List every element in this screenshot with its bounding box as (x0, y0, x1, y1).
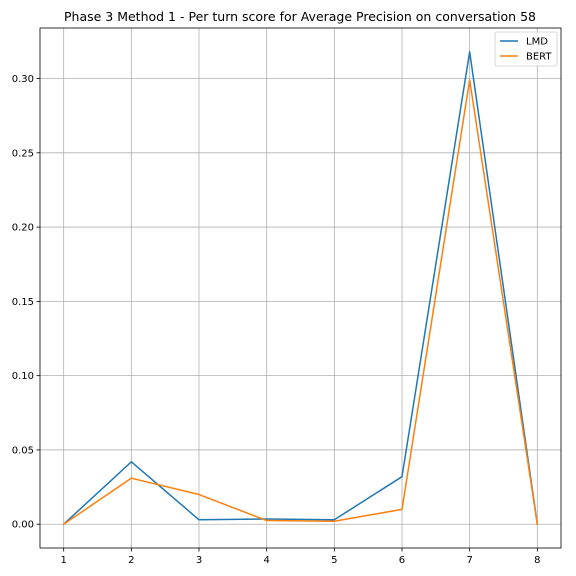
x-axis: 1 2 3 4 5 6 7 8 (60, 548, 541, 566)
series-line-lmd (62, 51, 539, 526)
y-tick-label: 0.30 (12, 74, 34, 85)
legend: LMD BERT (494, 31, 558, 67)
y-tick-label: 0.20 (12, 223, 34, 234)
x-tick-label: 3 (196, 555, 202, 566)
y-tick-label: 0.05 (12, 445, 34, 456)
legend-label-lmd: LMD (526, 37, 548, 48)
x-tick-label: 7 (466, 555, 472, 566)
x-tick-label: 4 (263, 555, 269, 566)
y-tick-label: 0.00 (12, 520, 34, 531)
y-tick-label: 0.10 (12, 371, 34, 382)
chart-title: Phase 3 Method 1 - Per turn score for Av… (64, 9, 536, 24)
plot-frame (39, 27, 562, 549)
y-tick-label: 0.25 (12, 148, 34, 159)
grid-layer (40, 28, 561, 548)
x-tick-label: 2 (128, 555, 134, 566)
x-tick-label: 5 (331, 555, 337, 566)
x-tick-label: 6 (399, 555, 405, 566)
x-tick-label: 1 (60, 555, 66, 566)
legend-label-bert: BERT (526, 52, 552, 63)
series-layer (62, 51, 539, 526)
series-line-bert (62, 79, 539, 526)
y-axis: 0.00 0.05 0.10 0.15 0.20 0.25 0.30 (12, 74, 40, 531)
x-tick-label: 8 (534, 555, 540, 566)
y-tick-label: 0.15 (12, 297, 34, 308)
